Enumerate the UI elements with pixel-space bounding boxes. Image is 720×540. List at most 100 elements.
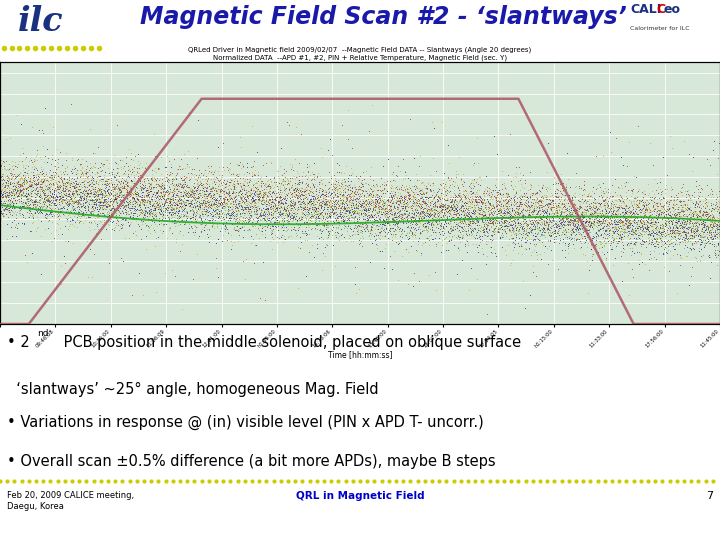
Point <box>225 210 237 218</box>
Point <box>539 220 550 228</box>
Point <box>480 214 491 222</box>
Point <box>314 178 325 186</box>
Point <box>78 177 90 185</box>
Point <box>564 221 576 230</box>
Point <box>181 211 192 219</box>
Point <box>418 214 430 222</box>
Point <box>454 196 466 205</box>
Point <box>54 205 66 213</box>
Point <box>508 196 520 205</box>
Point <box>523 211 535 220</box>
Point <box>526 224 537 232</box>
Point <box>529 234 541 243</box>
Point <box>258 210 269 218</box>
Point <box>672 214 684 223</box>
Point <box>48 172 59 181</box>
Point <box>508 200 519 208</box>
Point <box>22 183 33 192</box>
Point <box>587 201 598 210</box>
Point <box>647 218 658 227</box>
Point <box>7 185 19 193</box>
Point <box>375 224 387 233</box>
Point <box>58 208 70 217</box>
Point <box>346 213 357 222</box>
Point <box>447 204 459 212</box>
Point <box>180 187 192 195</box>
Point <box>96 197 107 206</box>
Point <box>184 190 196 199</box>
Point <box>269 219 280 228</box>
Point <box>85 210 96 218</box>
Point <box>362 211 374 219</box>
Point <box>704 228 716 237</box>
Point <box>99 197 110 206</box>
Point <box>292 204 303 213</box>
Point <box>91 229 102 238</box>
Point <box>688 215 699 224</box>
Point <box>333 221 345 230</box>
Point <box>125 183 136 191</box>
Point <box>582 230 593 238</box>
Point <box>225 178 236 187</box>
Point <box>692 219 703 227</box>
Point <box>520 226 531 235</box>
Point <box>577 220 589 228</box>
Point <box>505 193 517 202</box>
Point <box>433 211 445 220</box>
Point <box>293 215 305 224</box>
Point <box>590 218 602 227</box>
Point <box>374 213 386 221</box>
Point <box>590 243 601 252</box>
Point <box>485 219 497 227</box>
Point <box>310 203 321 212</box>
Point <box>210 200 222 209</box>
Point <box>334 207 346 216</box>
Point <box>106 180 117 189</box>
Point <box>617 204 629 213</box>
Point <box>590 202 601 211</box>
Point <box>117 170 128 178</box>
Point <box>310 187 322 196</box>
Point <box>487 217 498 225</box>
Point <box>32 215 43 224</box>
Point <box>661 217 672 226</box>
Point <box>602 213 613 221</box>
Point <box>354 234 366 242</box>
Point <box>600 218 611 227</box>
Point <box>570 220 581 228</box>
Point <box>546 203 558 212</box>
Point <box>296 191 307 199</box>
Point <box>567 195 578 204</box>
Point <box>58 252 70 261</box>
Point <box>469 207 480 215</box>
Point <box>364 213 375 222</box>
Point <box>639 190 650 198</box>
Point <box>26 210 37 219</box>
Point <box>158 200 170 208</box>
Point <box>526 195 538 204</box>
Point <box>271 182 283 191</box>
Point <box>318 204 330 212</box>
Point <box>377 203 389 212</box>
Point <box>707 222 719 231</box>
Text: Magnetic Field Scan #2 - ‘slantways’: Magnetic Field Scan #2 - ‘slantways’ <box>140 5 627 29</box>
Point <box>320 191 331 199</box>
Point <box>283 192 294 201</box>
Point <box>277 193 289 202</box>
Point <box>418 211 430 219</box>
Point <box>582 206 594 215</box>
Point <box>696 238 707 246</box>
Point <box>657 215 668 224</box>
Point <box>365 190 377 198</box>
Point <box>299 236 310 245</box>
Point <box>600 217 611 225</box>
Point <box>232 170 243 178</box>
Point <box>223 202 235 211</box>
Point <box>495 231 507 240</box>
Point <box>523 204 535 213</box>
Point <box>289 205 301 213</box>
Point <box>248 194 259 202</box>
Point <box>613 212 625 220</box>
Point <box>490 252 502 260</box>
Point <box>30 197 41 206</box>
